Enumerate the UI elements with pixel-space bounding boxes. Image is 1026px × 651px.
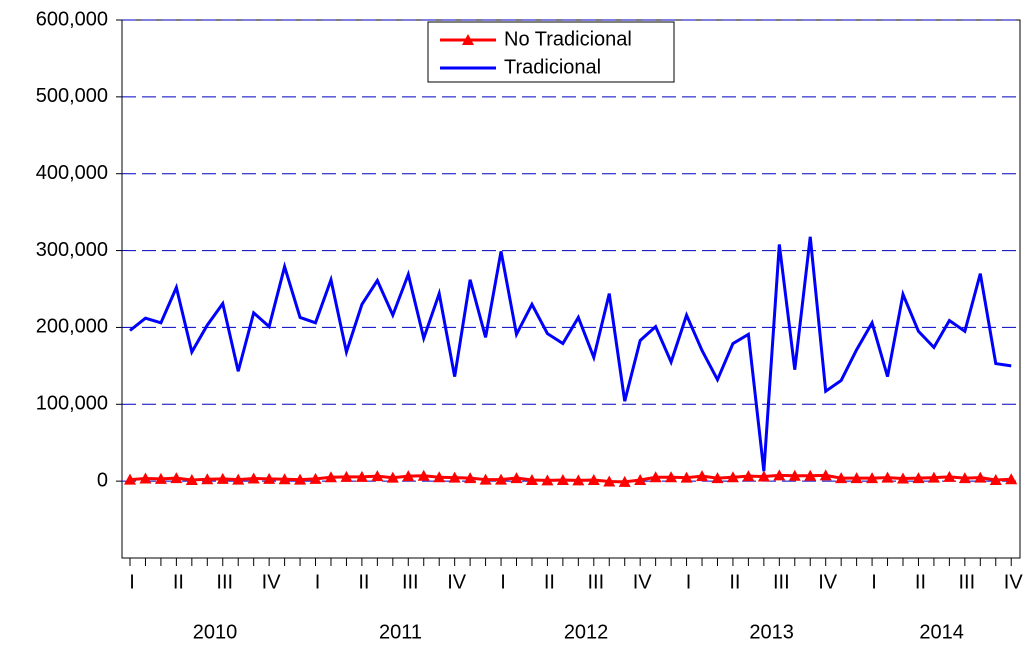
point-marker: [386, 471, 399, 483]
x-tick-label: IV: [633, 571, 653, 593]
point-marker: [448, 471, 461, 483]
point-marker: [680, 471, 693, 483]
point-marker: [278, 473, 291, 485]
point-marker: [495, 473, 508, 485]
point-marker: [757, 470, 770, 482]
point-marker: [726, 471, 739, 483]
y-tick-label: 0: [97, 469, 108, 491]
x-tick-label: I: [871, 571, 877, 593]
point-marker: [927, 471, 940, 483]
point-marker: [603, 475, 616, 487]
year-label: 2011: [379, 621, 422, 643]
point-marker: [897, 472, 909, 484]
point-marker: [618, 475, 631, 487]
point-marker: [340, 470, 353, 482]
year-label: 2012: [564, 621, 609, 643]
year-label: 2014: [919, 621, 964, 643]
point-marker: [974, 471, 987, 483]
x-tick-label: III: [402, 571, 419, 593]
point-marker: [881, 471, 894, 483]
point-marker: [355, 470, 368, 482]
point-marker: [989, 473, 1002, 485]
y-tick-label: 600,000: [36, 8, 108, 30]
point-marker: [170, 472, 183, 484]
point-marker: [649, 471, 662, 483]
point-marker: [139, 472, 152, 484]
point-marker: [819, 469, 832, 481]
point-marker: [216, 472, 229, 484]
x-tick-label: I: [500, 571, 506, 593]
point-marker: [541, 474, 554, 486]
x-tick-label: I: [315, 571, 321, 593]
x-tick-label: IV: [262, 571, 282, 593]
point-marker: [263, 472, 276, 484]
point-marker: [943, 470, 956, 482]
point-marker: [124, 473, 136, 485]
x-tick-label: III: [587, 571, 604, 593]
point-marker: [510, 472, 523, 484]
legend-box: [427, 21, 675, 83]
point-marker: [804, 469, 817, 481]
legend: No Tradicional Tradicional: [427, 21, 675, 83]
x-tick-label: IV: [1004, 571, 1024, 593]
point-marker: [958, 472, 971, 484]
x-tick-label: II: [544, 571, 555, 593]
point-marker: [201, 473, 214, 485]
point-marker: [742, 470, 755, 482]
x-tick-label: IV: [447, 571, 467, 593]
x-tick-label: I: [129, 571, 135, 593]
point-marker: [154, 472, 167, 484]
legend-label: Tradicional: [504, 56, 601, 78]
point-marker: [433, 471, 446, 483]
point-marker: [479, 473, 492, 485]
y-tick-label: 300,000: [36, 239, 108, 261]
year-label: 2010: [193, 621, 238, 643]
y-tick-label: 500,000: [36, 85, 108, 107]
y-tick-label: 400,000: [36, 162, 108, 184]
point-marker: [634, 473, 647, 485]
point-marker: [247, 472, 260, 484]
point-marker: [572, 474, 585, 486]
point-marker: [232, 473, 245, 485]
point-marker: [912, 472, 925, 484]
point-marker: [788, 469, 801, 481]
point-marker: [294, 473, 307, 485]
x-tick-label: III: [773, 571, 790, 593]
point-marker: [835, 472, 848, 484]
legend-label: No Tradicional: [504, 28, 632, 50]
x-tick-label: III: [959, 571, 976, 593]
point-marker: [525, 473, 538, 485]
point-marker: [417, 469, 430, 481]
point-marker: [556, 473, 569, 485]
legend-marker: [462, 34, 474, 45]
x-tick-label: I: [686, 571, 692, 593]
point-marker: [402, 470, 415, 482]
series-line: [129, 473, 1012, 484]
point-marker: [371, 470, 384, 482]
point-marker: [324, 471, 337, 483]
x-tick-label: II: [358, 571, 369, 593]
x-tick-label: II: [729, 571, 740, 593]
point-marker: [1005, 473, 1018, 485]
y-tick-label: 200,000: [36, 316, 108, 338]
year-label: 2013: [749, 621, 794, 643]
x-tick-label: III: [216, 571, 233, 593]
point-marker: [665, 471, 678, 483]
point-marker: [866, 472, 879, 484]
point-marker: [696, 470, 709, 482]
x-tick-label: IV: [818, 571, 838, 593]
point-marker: [587, 473, 600, 485]
point-marker: [185, 473, 198, 485]
point-marker: [850, 472, 863, 484]
y-tick-label: 100,000: [36, 393, 108, 415]
point-marker: [773, 469, 786, 481]
x-tick-label: II: [915, 571, 926, 593]
point-marker: [711, 472, 724, 484]
point-marker: [309, 472, 322, 484]
x-tick-label: II: [173, 571, 184, 593]
point-marker: [464, 472, 477, 484]
series-line: [129, 236, 1012, 472]
